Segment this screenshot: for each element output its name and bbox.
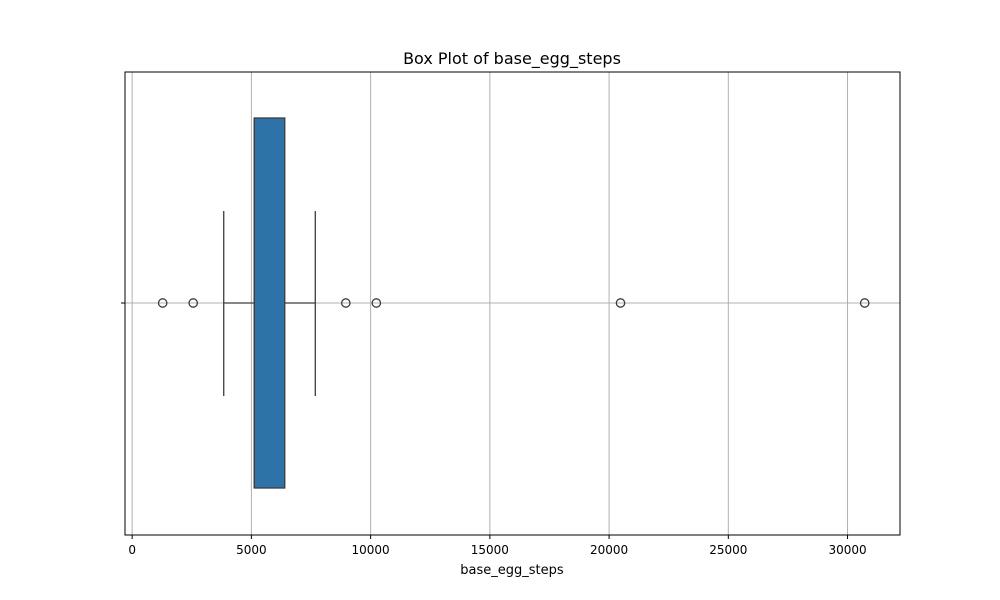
x-axis-ticks: 0 5000 10000 15000 20000 25000 30000: [121, 302, 867, 557]
x-tick-label: 15000: [471, 543, 509, 557]
x-tick-label: 25000: [709, 543, 747, 557]
outlier-point: [615, 298, 626, 308]
x-tick-label: 30000: [828, 543, 866, 557]
outlier-point: [859, 298, 870, 308]
plot-area: [157, 117, 870, 489]
outlier-point: [371, 298, 382, 308]
x-tick-label: 20000: [590, 543, 628, 557]
outlier-point: [188, 298, 199, 308]
grid-lines: [125, 72, 900, 535]
outlier-point: [340, 298, 351, 308]
x-axis-label: base_egg_steps: [460, 563, 564, 578]
x-tick-label: 0: [128, 543, 136, 557]
iqr-box: [253, 117, 286, 489]
chart-title: Box Plot of base_egg_steps: [403, 49, 621, 69]
outlier-point: [157, 298, 168, 308]
x-tick-label: 5000: [236, 543, 267, 557]
x-tick-label: 10000: [352, 543, 390, 557]
